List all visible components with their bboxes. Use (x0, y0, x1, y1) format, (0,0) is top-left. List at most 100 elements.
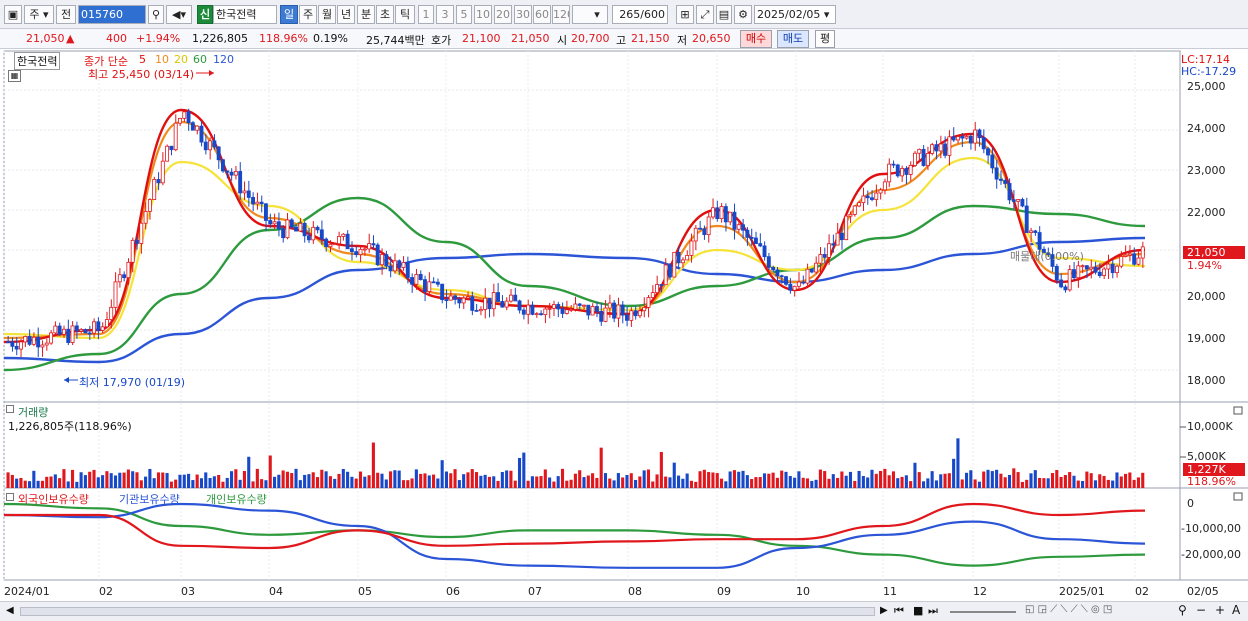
interval-num-5[interactable]: 5 (456, 5, 472, 24)
lc-label: LC:17.14 (1181, 53, 1231, 66)
holding-toggle-icon[interactable] (6, 493, 14, 501)
first-page-icon[interactable]: ⏮ (894, 604, 904, 617)
date-field[interactable]: 2025/02/05 ▾ (754, 5, 836, 24)
settings-grid-icon[interactable]: ⊞ (676, 5, 694, 24)
volume-bar (290, 473, 294, 488)
x-tick: 12 (973, 585, 987, 598)
price-panel-name[interactable]: 한국전력 (14, 52, 61, 70)
save-icon[interactable]: ▤ (716, 5, 732, 24)
candle-body (1011, 199, 1016, 202)
volume-bar (113, 475, 118, 488)
volume-bar (560, 468, 565, 488)
candle-body (1003, 180, 1008, 184)
interval-custom-select[interactable]: ▾ (572, 5, 608, 24)
low-label: 저 (677, 34, 688, 47)
stop-icon[interactable]: ■ (913, 604, 924, 617)
candle-body (23, 336, 28, 343)
scroll-left-icon[interactable]: ◀ (6, 605, 14, 616)
search-icon[interactable]: ⚲ (148, 5, 164, 24)
volume-bar (204, 472, 208, 488)
holding-line-individual (3, 502, 1146, 567)
sell-button[interactable]: 매도 (777, 30, 809, 48)
interval-num-1[interactable]: 1 (418, 5, 434, 24)
volume-bar (191, 480, 195, 488)
sound-icon[interactable]: ◀▾ (166, 5, 192, 24)
candle-body (418, 274, 423, 281)
candle-body (852, 205, 857, 215)
volume-bar (685, 473, 689, 488)
last-page-icon[interactable]: ⏭ (928, 604, 938, 617)
candle-body (981, 137, 986, 150)
interval-tick[interactable]: 틱 (395, 5, 415, 24)
volume-bar (616, 473, 620, 488)
candle-body (362, 248, 367, 251)
candle-body (530, 304, 535, 315)
interval-week[interactable]: 주 (299, 5, 317, 24)
volume-bar (298, 480, 302, 488)
volume-bar (874, 473, 878, 488)
volume-bar (401, 480, 406, 488)
new-badge[interactable]: 신 (197, 5, 213, 24)
interval-year[interactable]: 년 (337, 5, 355, 24)
candle-body (547, 307, 552, 310)
volume-bar (823, 471, 827, 488)
zoom-slider[interactable] (950, 611, 1016, 613)
candle-body (31, 336, 36, 345)
interval-month[interactable]: 월 (318, 5, 336, 24)
candle-body (285, 219, 290, 239)
layout-icon[interactable]: ▣ (4, 5, 22, 24)
interval-num-120[interactable]: 120 (552, 5, 570, 24)
volume-bar (1081, 481, 1085, 488)
volume-current-pct: 118.96% (1187, 475, 1236, 488)
candle-body (423, 279, 427, 292)
volume-bar (659, 452, 663, 488)
candle-body (728, 211, 733, 223)
candle-body (358, 248, 363, 255)
interval-minute[interactable]: 분 (357, 5, 375, 24)
zoom-in-icon[interactable]: + (1215, 603, 1226, 617)
candle-body (590, 306, 595, 316)
stock-name-field[interactable]: 한국전력 (213, 5, 277, 24)
volume-bar (432, 474, 436, 488)
x-tick: 10 (796, 585, 810, 598)
volume-toggle-icon[interactable] (6, 405, 14, 413)
text-size-icon[interactable]: A (1232, 603, 1241, 617)
candle-body (216, 146, 221, 161)
scroll-right-icon[interactable]: ▶ (880, 605, 888, 616)
interval-num-60[interactable]: 60 (533, 5, 551, 24)
scroll-bar[interactable]: ◀ ▶ ⏮ ■ ⏭ ◱ ◲ ⟋ ⟍ ⟋ ⟍ ◎ ◳ ⚲ − + A (0, 601, 1248, 621)
drawing-tools-icon[interactable]: ◱ ◲ ⟋ ⟍ ⟋ ⟍ ◎ ◳ (1025, 604, 1113, 615)
candle-body (401, 262, 406, 268)
zoom-search-icon[interactable]: ⚲ (1178, 603, 1187, 617)
zoom-out-icon[interactable]: − (1196, 603, 1207, 617)
volume-bar (1093, 480, 1098, 488)
buy-button[interactable]: 매수 (740, 30, 772, 48)
table-icon[interactable]: ▦ (8, 70, 21, 82)
eval-button[interactable]: 평 (815, 30, 835, 48)
draw-tool-icon[interactable]: ⤢ (696, 5, 714, 24)
interval-num-10[interactable]: 10 (474, 5, 492, 24)
interval-day[interactable]: 일 (280, 5, 298, 24)
volume-bar (199, 478, 204, 488)
volume-bar (883, 468, 887, 488)
count-field[interactable]: 265/600 (612, 5, 668, 24)
interval-num-30[interactable]: 30 (514, 5, 532, 24)
volume-bar (1042, 478, 1046, 488)
interval-num-3[interactable]: 3 (436, 5, 454, 24)
volume-bar (646, 469, 651, 488)
interval-num-20[interactable]: 20 (494, 5, 512, 24)
prev-button[interactable]: 전 (56, 5, 76, 24)
candle-body (332, 243, 337, 246)
period-type-select[interactable]: 주 ▾ (24, 5, 54, 24)
candle-body (620, 304, 625, 316)
volume-bar (358, 471, 363, 488)
stock-chart[interactable] (0, 50, 1248, 621)
scroll-track[interactable] (20, 607, 875, 616)
interval-second[interactable]: 초 (376, 5, 394, 24)
volume-bar (870, 469, 874, 488)
candle-body (139, 222, 144, 244)
gear-icon[interactable]: ⚙ (734, 5, 752, 24)
volume-bar (634, 479, 638, 488)
stock-code-input[interactable]: 015760 (78, 5, 146, 24)
candle-body (874, 192, 879, 200)
